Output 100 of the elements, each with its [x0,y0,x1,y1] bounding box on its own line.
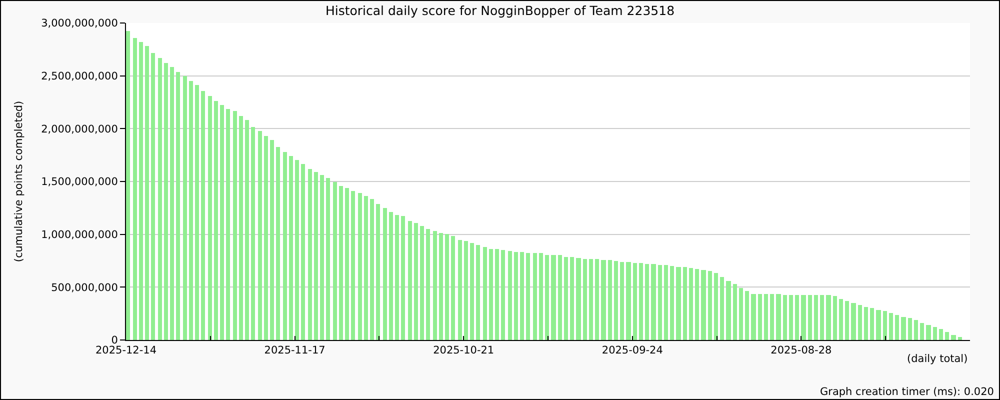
bar [826,295,831,340]
y-axis-title: (cumulative points completed) [12,100,25,262]
bar [951,335,956,340]
bar [420,226,424,340]
bar [783,295,787,340]
bar [126,31,130,340]
bar [776,294,781,340]
bar [808,295,812,340]
bar [858,305,862,340]
bar [514,252,518,340]
bar [526,253,530,340]
bar [901,317,906,340]
bar [220,105,224,340]
bar [608,260,612,340]
bar [476,245,480,340]
bar [226,109,230,340]
bar [270,140,274,340]
bar [733,284,737,340]
bar [583,259,587,340]
bar [839,299,843,340]
bar [445,234,449,340]
bar [670,266,674,340]
bar [958,337,962,340]
bar [451,236,455,340]
bar [176,72,180,340]
bar [814,295,818,340]
bar [539,253,543,340]
bar [264,136,268,340]
bar [758,294,762,340]
bar [945,332,949,340]
bar [501,250,505,340]
bar [339,186,343,340]
bar [751,294,756,340]
bar [851,303,856,340]
x-tick-label: 2025-08-28 [770,344,832,357]
text: Graph creation timer (ms): 0.020 [820,386,994,398]
bar [295,160,299,340]
bar [370,199,374,340]
bar [189,81,193,340]
bar [245,120,249,340]
bar [889,313,893,340]
bar [145,46,149,340]
y-tick-label: 1,000,000,000 [41,229,118,242]
bar [714,273,718,340]
bar [864,307,868,340]
bar [351,191,355,340]
bar [208,96,212,340]
bar [620,262,624,340]
bar [795,295,799,340]
y-tick-label: 0 [111,334,118,347]
bar [689,268,693,340]
bar [708,271,712,340]
bar [395,215,399,340]
bar [383,208,387,340]
bar [739,288,743,340]
bar [320,175,324,340]
bar [345,188,349,340]
bar [576,258,581,340]
x-axis-title: (daily total) [907,353,968,365]
bar [876,310,881,340]
bar [239,116,243,340]
bar [920,323,924,340]
bar [651,264,656,340]
bar [170,67,174,340]
bar [195,85,199,340]
bar [533,253,537,340]
bar [764,294,768,340]
bar [301,164,305,340]
bar [770,294,774,340]
bar [845,301,849,340]
bar [139,42,143,340]
bar [470,243,474,340]
bar [233,111,237,340]
bar [626,262,631,340]
bar [589,259,593,340]
bar [914,320,918,340]
bar [408,221,412,340]
bar [639,263,643,340]
bar [883,311,887,340]
bar [326,178,330,340]
bar [164,63,168,340]
bar [745,291,749,340]
bar [570,257,574,340]
bar [483,247,487,340]
bar [926,325,931,340]
y-tick-label: 2,500,000,000 [41,70,118,83]
bar [820,295,824,340]
bar [933,327,937,340]
bar [508,251,512,340]
bar [201,91,205,340]
bar [389,212,393,340]
bar [551,255,556,340]
bar [520,252,524,340]
bar [645,264,649,340]
bar [701,270,706,340]
x-tick-label: 2025-10-21 [433,344,494,357]
bar [720,277,724,340]
bar [601,260,606,340]
bar [495,249,499,340]
bar [426,229,430,340]
